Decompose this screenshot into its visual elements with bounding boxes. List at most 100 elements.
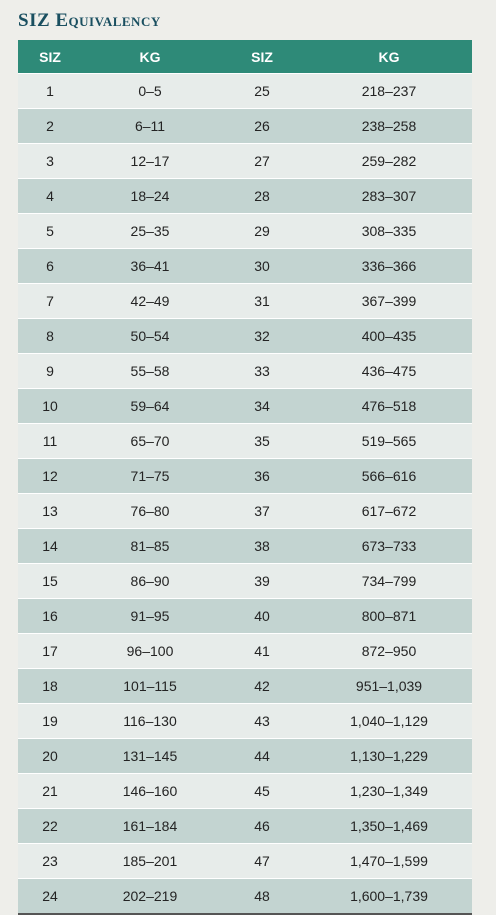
kg-cell: 6–11 bbox=[82, 108, 218, 144]
siz-cell: 9 bbox=[18, 353, 82, 389]
siz-cell: 7 bbox=[18, 283, 82, 319]
siz-cell: 11 bbox=[18, 423, 82, 459]
kg-cell: 519–565 bbox=[306, 423, 472, 459]
table-row: 20 131–145 44 1,130–1,229 bbox=[18, 738, 472, 774]
table-row: 21 146–160 45 1,230–1,349 bbox=[18, 773, 472, 809]
kg-cell: 400–435 bbox=[306, 318, 472, 354]
siz-cell: 16 bbox=[18, 598, 82, 634]
kg-cell: 673–733 bbox=[306, 528, 472, 564]
siz-cell: 23 bbox=[18, 843, 82, 879]
siz-cell: 40 bbox=[218, 598, 306, 634]
siz-cell: 42 bbox=[218, 668, 306, 704]
kg-cell: 1,600–1,739 bbox=[306, 878, 472, 915]
kg-cell: 12–17 bbox=[82, 143, 218, 179]
kg-cell: 336–366 bbox=[306, 248, 472, 284]
siz-cell: 31 bbox=[218, 283, 306, 319]
table-row: 16 91–95 40 800–871 bbox=[18, 598, 472, 634]
siz-cell: 26 bbox=[218, 108, 306, 144]
table-row: 4 18–24 28 283–307 bbox=[18, 178, 472, 214]
kg-cell: 1,470–1,599 bbox=[306, 843, 472, 879]
table-row: 23 185–201 47 1,470–1,599 bbox=[18, 843, 472, 879]
siz-cell: 22 bbox=[18, 808, 82, 844]
siz-cell: 28 bbox=[218, 178, 306, 214]
kg-cell: 476–518 bbox=[306, 388, 472, 424]
kg-cell: 436–475 bbox=[306, 353, 472, 389]
siz-cell: 43 bbox=[218, 703, 306, 739]
siz-cell: 18 bbox=[18, 668, 82, 704]
siz-cell: 25 bbox=[218, 73, 306, 109]
kg-cell: 96–100 bbox=[82, 633, 218, 669]
kg-cell: 367–399 bbox=[306, 283, 472, 319]
kg-cell: 116–130 bbox=[82, 703, 218, 739]
siz-cell: 15 bbox=[18, 563, 82, 599]
siz-cell: 1 bbox=[18, 73, 82, 109]
table-row: 9 55–58 33 436–475 bbox=[18, 353, 472, 389]
table-row: 14 81–85 38 673–733 bbox=[18, 528, 472, 564]
siz-cell: 6 bbox=[18, 248, 82, 284]
kg-cell: 146–160 bbox=[82, 773, 218, 809]
table-row: 19 116–130 43 1,040–1,129 bbox=[18, 703, 472, 739]
table-row: 18 101–115 42 951–1,039 bbox=[18, 668, 472, 704]
kg-cell: 161–184 bbox=[82, 808, 218, 844]
kg-cell: 202–219 bbox=[82, 878, 218, 915]
kg-cell: 283–307 bbox=[306, 178, 472, 214]
table-title: SIZ Equivalency bbox=[18, 10, 161, 31]
table-row: 5 25–35 29 308–335 bbox=[18, 213, 472, 249]
column-header-siz: SIZ bbox=[218, 40, 306, 74]
table-row: 24 202–219 48 1,600–1,739 bbox=[18, 878, 472, 915]
siz-equivalency-table: SIZ KG SIZ KG 1 0–5 25 218–237 2 6–11 26 238–25… bbox=[18, 40, 472, 915]
siz-cell: 35 bbox=[218, 423, 306, 459]
kg-cell: 18–24 bbox=[82, 178, 218, 214]
kg-cell: 259–282 bbox=[306, 143, 472, 179]
table-row: 6 36–41 30 336–366 bbox=[18, 248, 472, 284]
kg-cell: 36–41 bbox=[82, 248, 218, 284]
table-row: 15 86–90 39 734–799 bbox=[18, 563, 472, 599]
kg-cell: 1,040–1,129 bbox=[306, 703, 472, 739]
kg-cell: 800–871 bbox=[306, 598, 472, 634]
kg-cell: 734–799 bbox=[306, 563, 472, 599]
siz-cell: 46 bbox=[218, 808, 306, 844]
table-row: 1 0–5 25 218–237 bbox=[18, 73, 472, 109]
header-row: SIZ KG SIZ KG bbox=[18, 40, 472, 74]
siz-cell: 4 bbox=[18, 178, 82, 214]
siz-cell: 21 bbox=[18, 773, 82, 809]
kg-cell: 308–335 bbox=[306, 213, 472, 249]
table-body: 1 0–5 25 218–237 2 6–11 26 238–258 3 12–17 27 259–2… bbox=[18, 73, 472, 915]
siz-cell: 33 bbox=[218, 353, 306, 389]
siz-cell: 2 bbox=[18, 108, 82, 144]
kg-cell: 566–616 bbox=[306, 458, 472, 494]
column-header-kg: KG bbox=[82, 40, 218, 74]
siz-cell: 34 bbox=[218, 388, 306, 424]
siz-cell: 44 bbox=[218, 738, 306, 774]
siz-cell: 45 bbox=[218, 773, 306, 809]
siz-cell: 13 bbox=[18, 493, 82, 529]
kg-cell: 86–90 bbox=[82, 563, 218, 599]
siz-cell: 12 bbox=[18, 458, 82, 494]
kg-cell: 617–672 bbox=[306, 493, 472, 529]
table-row: 8 50–54 32 400–435 bbox=[18, 318, 472, 354]
kg-cell: 71–75 bbox=[82, 458, 218, 494]
table-row: 10 59–64 34 476–518 bbox=[18, 388, 472, 424]
siz-cell: 14 bbox=[18, 528, 82, 564]
siz-cell: 8 bbox=[18, 318, 82, 354]
kg-cell: 81–85 bbox=[82, 528, 218, 564]
siz-cell: 41 bbox=[218, 633, 306, 669]
siz-cell: 48 bbox=[218, 878, 306, 915]
table-row: 17 96–100 41 872–950 bbox=[18, 633, 472, 669]
column-header-kg: KG bbox=[306, 40, 472, 74]
table-row: 22 161–184 46 1,350–1,469 bbox=[18, 808, 472, 844]
siz-cell: 32 bbox=[218, 318, 306, 354]
siz-cell: 24 bbox=[18, 878, 82, 915]
column-header-siz: SIZ bbox=[18, 40, 82, 74]
kg-cell: 131–145 bbox=[82, 738, 218, 774]
siz-cell: 3 bbox=[18, 143, 82, 179]
kg-cell: 872–950 bbox=[306, 633, 472, 669]
kg-cell: 65–70 bbox=[82, 423, 218, 459]
kg-cell: 1,350–1,469 bbox=[306, 808, 472, 844]
kg-cell: 50–54 bbox=[82, 318, 218, 354]
siz-cell: 20 bbox=[18, 738, 82, 774]
siz-cell: 5 bbox=[18, 213, 82, 249]
kg-cell: 951–1,039 bbox=[306, 668, 472, 704]
siz-cell: 29 bbox=[218, 213, 306, 249]
siz-cell: 27 bbox=[218, 143, 306, 179]
